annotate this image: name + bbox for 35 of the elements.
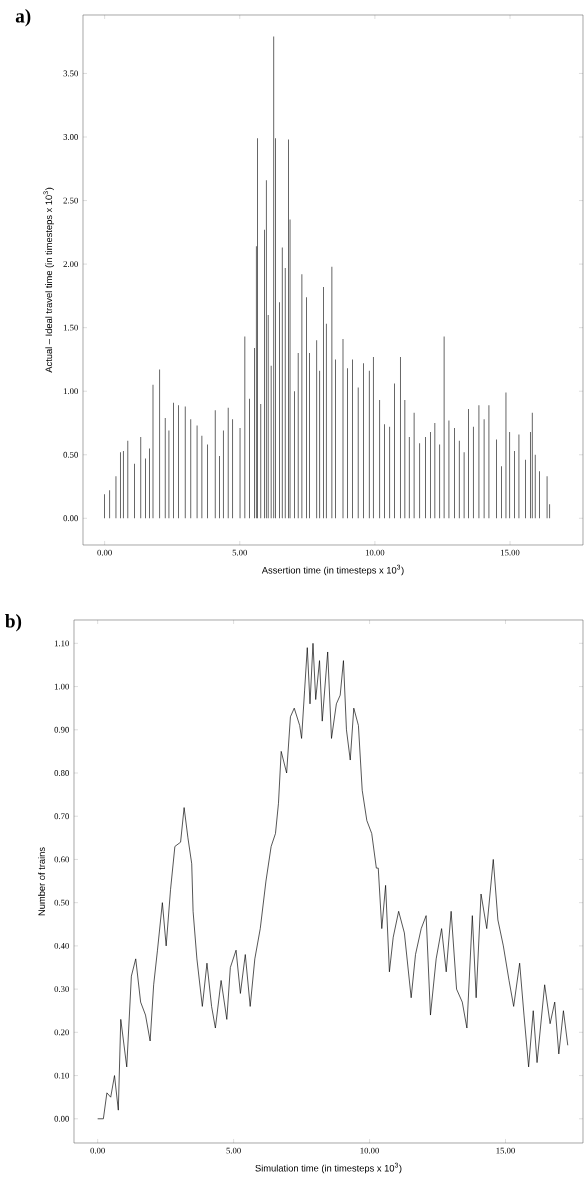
x-tick-label: 0.00 (97, 549, 112, 556)
y-tick-label: 0.50 (54, 899, 69, 906)
y-tick-label: 0.00 (63, 515, 78, 522)
x-tick-label: 5.00 (226, 1147, 241, 1154)
y-tick-label: 0.40 (54, 942, 69, 949)
y-tick-label: 1.00 (63, 388, 78, 395)
x-tick-label: 5.00 (232, 549, 247, 556)
y-tick-label: 3.00 (63, 134, 78, 140)
y-tick-label: 1.50 (63, 324, 78, 331)
y-tick-label: 0.50 (63, 451, 78, 458)
y-tick-label: 0.30 (54, 986, 69, 993)
y-tick-label: 0.90 (54, 726, 69, 733)
y-axis-title: Number of trains (38, 847, 45, 916)
y-tick-label: 1.10 (54, 640, 69, 647)
x-tick-label: 15.00 (501, 549, 520, 556)
chart-title: b) (5, 614, 22, 632)
y-tick-label: 2.50 (63, 197, 78, 204)
y-tick-label: 0.80 (54, 770, 69, 776)
x-axis-title: Assertion time (in timesteps x 10$^{3}$) (261, 564, 404, 576)
x-tick-label: 10.00 (360, 1147, 379, 1154)
y-tick-label: 0.60 (54, 856, 69, 863)
x-tick-label: 10.00 (365, 549, 385, 556)
chart-title: a) (15, 9, 31, 27)
x-tick-label: 0.00 (90, 1147, 105, 1154)
y-tick-label: 0.70 (54, 813, 69, 820)
y-axis-title: Actual – Ideal travel time (in timesteps x 10$^{3}$) (43, 187, 54, 373)
y-tick-label: 1.00 (54, 683, 69, 690)
line-series (97, 643, 569, 1120)
y-tick-label: 0.00 (54, 1115, 69, 1122)
y-tick-label: 0.20 (54, 1029, 69, 1036)
y-tick-label: 3.50 (63, 70, 78, 77)
x-tick-label: 15.00 (496, 1147, 515, 1154)
x-axis-title: Simulation time (in timesteps x 10$^{3}$) (255, 1162, 402, 1174)
y-tick-label: 2.00 (63, 261, 78, 268)
y-tick-label: 0.10 (54, 1072, 69, 1079)
